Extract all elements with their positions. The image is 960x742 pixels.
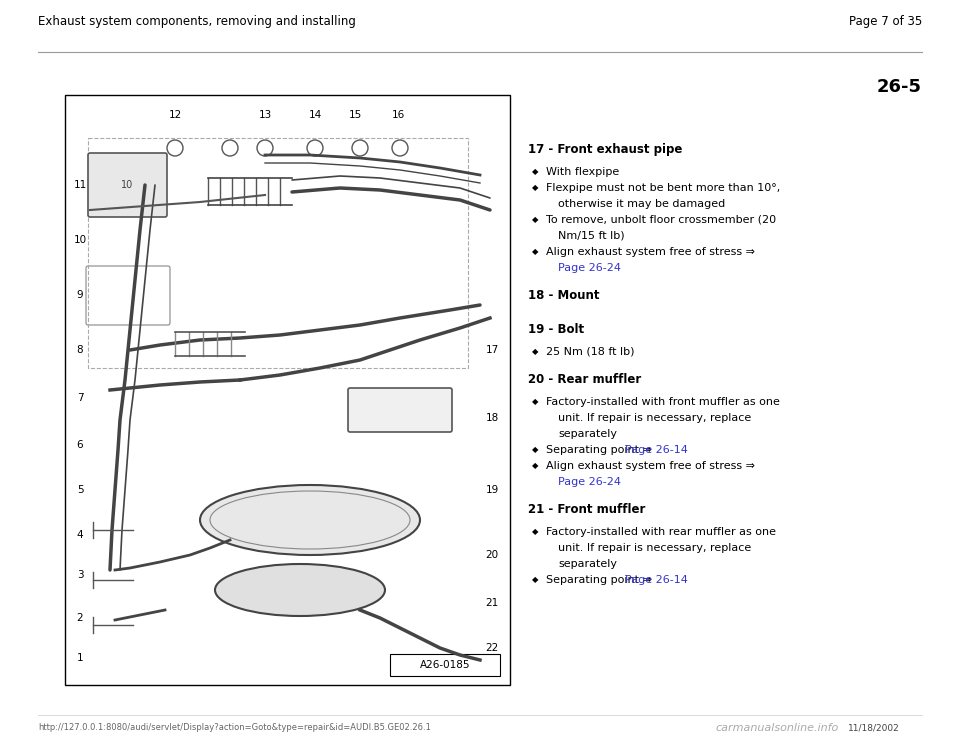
Text: 18 - Mount: 18 - Mount [528, 289, 599, 302]
Text: 21 - Front muffler: 21 - Front muffler [528, 503, 645, 516]
Text: 9: 9 [77, 290, 84, 300]
Text: To remove, unbolt floor crossmember (20: To remove, unbolt floor crossmember (20 [546, 215, 776, 225]
Text: ◆: ◆ [532, 215, 539, 224]
Text: ◆: ◆ [532, 347, 539, 356]
Text: 3: 3 [77, 570, 84, 580]
Text: 17 - Front exhaust pipe: 17 - Front exhaust pipe [528, 143, 683, 156]
Text: carmanualsonline.info: carmanualsonline.info [715, 723, 838, 733]
Text: separately: separately [558, 559, 617, 569]
Text: 13: 13 [258, 110, 272, 120]
Text: Page 7 of 35: Page 7 of 35 [849, 16, 922, 28]
Text: Page 26-14: Page 26-14 [625, 575, 688, 585]
Text: 22: 22 [486, 643, 498, 653]
Text: ◆: ◆ [532, 575, 539, 584]
Bar [88, 138, 468, 368]
Text: Separating point ⇒: Separating point ⇒ [546, 575, 656, 585]
Text: 20 - Rear muffler: 20 - Rear muffler [528, 373, 641, 386]
Ellipse shape [200, 485, 420, 555]
Text: 5: 5 [77, 485, 84, 495]
Text: ◆: ◆ [532, 397, 539, 406]
Text: 11/18/2002: 11/18/2002 [849, 723, 900, 732]
Text: 11: 11 [73, 180, 86, 190]
Text: 14: 14 [308, 110, 322, 120]
Text: 15: 15 [348, 110, 362, 120]
Text: 10: 10 [121, 180, 133, 190]
Text: Factory-installed with front muffler as one: Factory-installed with front muffler as … [546, 397, 780, 407]
Text: Factory-installed with rear muffler as one: Factory-installed with rear muffler as o… [546, 527, 776, 537]
Text: ◆: ◆ [532, 527, 539, 536]
Text: ◆: ◆ [532, 183, 539, 192]
Text: http://127.0.0.1:8080/audi/servlet/Display?action=Goto&type=repair&id=AUDI.B5.GE: http://127.0.0.1:8080/audi/servlet/Displ… [38, 723, 431, 732]
Text: Nm/15 ft lb): Nm/15 ft lb) [558, 231, 625, 241]
Text: 4: 4 [77, 530, 84, 540]
Text: otherwise it may be damaged: otherwise it may be damaged [558, 199, 725, 209]
Bar [65, 95, 510, 685]
Text: ◆: ◆ [532, 247, 539, 256]
Text: 12: 12 [168, 110, 181, 120]
Text: 10: 10 [73, 235, 86, 245]
Text: Separating point ⇒: Separating point ⇒ [546, 445, 656, 455]
Text: 19 - Bolt: 19 - Bolt [528, 323, 584, 336]
Text: Align exhaust system free of stress ⇒: Align exhaust system free of stress ⇒ [546, 461, 755, 471]
Text: ◆: ◆ [532, 461, 539, 470]
Ellipse shape [215, 564, 385, 616]
Text: Flexpipe must not be bent more than 10°,: Flexpipe must not be bent more than 10°, [546, 183, 780, 193]
Text: unit. If repair is necessary, replace: unit. If repair is necessary, replace [558, 413, 752, 423]
Text: 17: 17 [486, 345, 498, 355]
FancyBboxPatch shape [88, 153, 167, 217]
Text: unit. If repair is necessary, replace: unit. If repair is necessary, replace [558, 543, 752, 553]
Text: Page 26-24: Page 26-24 [558, 477, 621, 487]
Text: 21: 21 [486, 598, 498, 608]
Text: 2: 2 [77, 613, 84, 623]
Text: 18: 18 [486, 413, 498, 423]
Text: separately: separately [558, 429, 617, 439]
Text: 16: 16 [392, 110, 404, 120]
Text: 19: 19 [486, 485, 498, 495]
Text: 6: 6 [77, 440, 84, 450]
Text: Page 26-24: Page 26-24 [558, 263, 621, 273]
Text: Page 26-14: Page 26-14 [625, 445, 688, 455]
Text: With flexpipe: With flexpipe [546, 167, 619, 177]
Text: Align exhaust system free of stress ⇒: Align exhaust system free of stress ⇒ [546, 247, 755, 257]
Bar [390, 654, 500, 676]
Text: A26-0185: A26-0185 [420, 660, 470, 670]
Text: 26-5: 26-5 [877, 78, 922, 96]
Text: 20: 20 [486, 550, 498, 560]
Text: 7: 7 [77, 393, 84, 403]
FancyBboxPatch shape [348, 388, 452, 432]
Text: 1: 1 [77, 653, 84, 663]
Text: ◆: ◆ [532, 445, 539, 454]
Text: 25 Nm (18 ft lb): 25 Nm (18 ft lb) [546, 347, 635, 357]
Text: ◆: ◆ [532, 167, 539, 176]
Text: Exhaust system components, removing and installing: Exhaust system components, removing and … [38, 16, 356, 28]
Text: 8: 8 [77, 345, 84, 355]
